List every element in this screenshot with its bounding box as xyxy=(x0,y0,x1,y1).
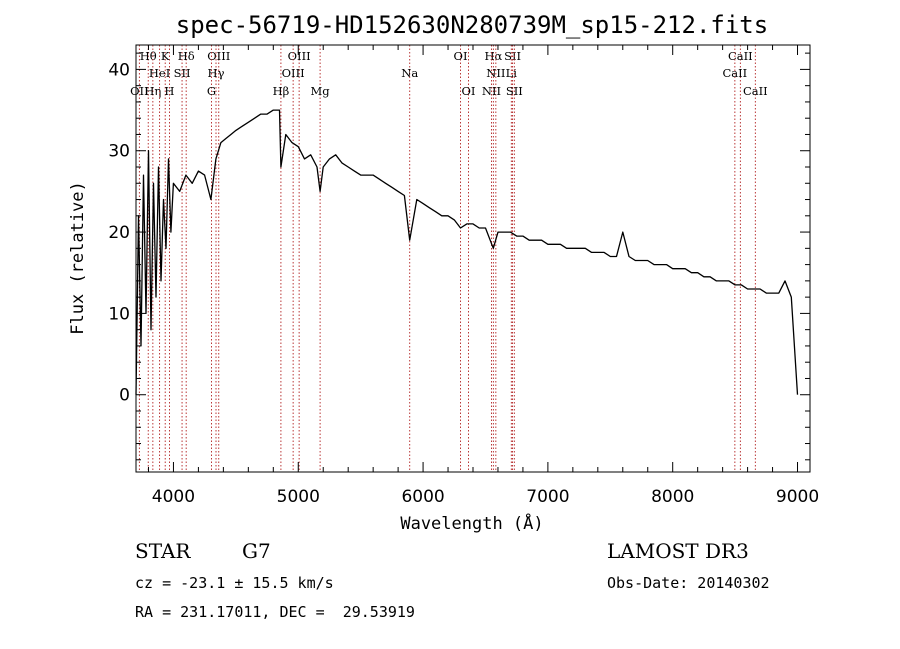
line-marker-label: SII xyxy=(506,84,523,98)
line-marker-label: H xyxy=(164,84,174,98)
x-tick-label: 8000 xyxy=(651,487,694,507)
line-marker-label: Hβ xyxy=(273,84,290,98)
coordinates-readout: RA = 231.17011, DEC = 29.53919 xyxy=(135,603,415,621)
line-marker-label: Hγ xyxy=(208,66,225,80)
y-tick-label: 40 xyxy=(108,60,130,80)
line-marker-label: SII xyxy=(504,49,521,63)
line-marker-label: Na xyxy=(401,66,418,80)
line-marker-label: CaII xyxy=(743,84,768,98)
line-marker-label: NII xyxy=(482,84,501,98)
line-marker-label: OIII xyxy=(288,49,311,63)
chart-title: spec-56719-HD152630N280739M_sp15-212.fit… xyxy=(176,11,768,39)
line-marker-label: NII xyxy=(486,66,505,80)
line-marker-label: Hα xyxy=(484,49,502,63)
survey-release: LAMOST DR3 xyxy=(607,539,749,563)
line-marker-label: G xyxy=(207,84,216,98)
line-marker-label: OIII xyxy=(282,66,305,80)
axes: 4000 5000 6000 7000 8000 9000 0 10 20 30 40 xyxy=(108,45,819,507)
y-axis-label: Flux (relative) xyxy=(68,181,88,335)
line-marker-label: Mg xyxy=(311,84,331,98)
x-tick-label: 7000 xyxy=(526,487,569,507)
line-marker-label: OI xyxy=(454,49,468,63)
line-marker-label: SII xyxy=(174,66,191,80)
line-marker-label: OIII xyxy=(207,49,230,63)
y-tick-label: 30 xyxy=(108,142,130,162)
line-marker-label: OI xyxy=(462,84,476,98)
line-marker-label: OII xyxy=(130,84,149,98)
y-tick-label: 20 xyxy=(108,223,130,243)
x-tick-label: 9000 xyxy=(776,487,819,507)
line-marker-label: Hδ xyxy=(178,49,195,63)
redshift-readout: cz = -23.1 ± 15.5 km/s xyxy=(135,574,334,592)
observation-date: Obs-Date: 20140302 xyxy=(607,574,770,592)
line-marker-label: Li xyxy=(506,66,518,80)
y-tick-label: 0 xyxy=(119,386,130,406)
object-subclass: G7 xyxy=(242,539,271,563)
object-class: STAR xyxy=(135,539,191,563)
y-tick-label: 10 xyxy=(108,304,130,324)
line-marker-label: HeI xyxy=(149,66,170,80)
plot-frame xyxy=(135,44,811,473)
line-marker-label: K xyxy=(161,49,170,63)
x-tick-label: 5000 xyxy=(277,487,320,507)
x-axis-label: Wavelength (Å) xyxy=(400,512,543,534)
line-marker-label: Hη xyxy=(144,84,161,98)
spectrum-line xyxy=(135,109,799,395)
line-marker-label: CaII xyxy=(728,49,753,63)
line-marker-label: CaII xyxy=(722,66,747,80)
x-tick-label: 4000 xyxy=(152,487,195,507)
x-tick-label: 6000 xyxy=(401,487,444,507)
line-marker-label: Hθ xyxy=(140,49,157,63)
